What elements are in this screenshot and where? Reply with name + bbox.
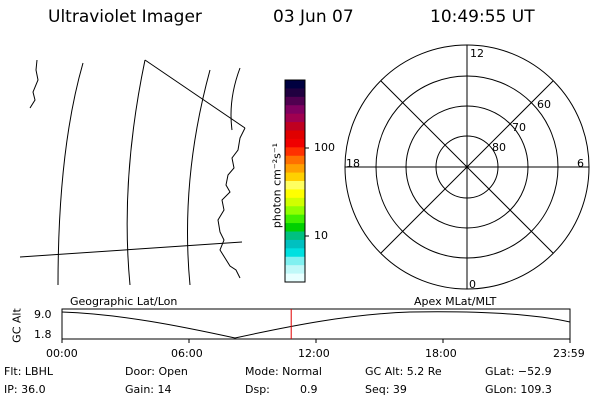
timeline-axis-label: GC Alt [10,308,24,343]
door-status: Door: Open [125,365,188,378]
timeline-plot [61,308,571,343]
time-label: 10:49:55 UT [430,7,535,27]
coastline [217,127,246,279]
colorbar-unit-label: photon cm⁻²s⁻¹ [270,142,284,229]
grid-arc [187,69,211,286]
gc-alt-status: GC Alt: 5.2 Re [365,365,442,378]
glat-status: GLat: −52.9 [485,365,552,378]
date-label: 03 Jun 07 [273,7,354,27]
grid-arc [126,59,146,286]
grid-line [144,59,246,129]
lat-label-60: 60 [537,98,551,111]
colorbar-swatch [285,172,305,182]
mlt-label-6: 6 [577,157,584,170]
colorbar-swatch [285,273,305,283]
colorbar-tick-label: 10 [314,229,328,242]
mode-status: Mode: Normal [245,365,322,378]
geographic-map [19,59,246,286]
ip-status: IP: 36.0 [4,383,46,396]
timeline-left-caption: Geographic Lat/Lon [70,295,178,308]
colorbar-swatch [285,147,305,157]
timeline-right-caption: Apex MLat/MLT [414,295,497,308]
dsp-value: 0.9 [300,383,318,396]
colorbar [285,80,305,283]
instrument-title: Ultraviolet Imager [48,7,202,27]
coastline [29,59,39,109]
colorbar-swatch [285,138,305,148]
colorbar-swatch [285,223,305,232]
colorbar-swatch [285,181,305,190]
colorbar-swatch [285,113,305,123]
colorbar-swatch [285,189,305,199]
grid-arc [230,67,241,131]
timeline-x-tick-label: 00:00 [46,347,78,360]
grid-arc [57,62,84,286]
colorbar-swatch [285,248,305,258]
grid-line [19,241,243,258]
colorbar-tick-label: 100 [314,141,335,154]
colorbar-swatch [285,214,305,224]
colorbar-swatch [285,155,305,165]
timeline-y-tick: 9.0 [34,308,52,321]
colorbar-swatch [285,96,305,106]
seq-status: Seq: 39 [365,383,407,396]
gain-status: Gain: 14 [125,383,172,396]
timeline-x-tick-label: 12:00 [298,347,330,360]
dsp-label: Dsp: [245,383,270,396]
timeline-x-tick-label: 18:00 [425,347,457,360]
mlt-label-12: 12 [470,47,484,60]
mlt-label-18: 18 [346,157,360,170]
timeline-x-tick-label: 06:00 [171,347,203,360]
colorbar-swatch [285,265,305,275]
filter-status: Flt: LBHL [4,365,53,378]
polar-spoke [380,80,554,254]
colorbar-frame [284,79,306,283]
glon-status: GLon: 109.3 [485,383,552,396]
colorbar-swatch [285,197,305,207]
colorbar-swatch [285,164,305,174]
lat-label-70: 70 [512,121,526,134]
colorbar-swatch [285,88,305,98]
lat-label-80: 80 [492,141,506,154]
colorbar-swatch [285,206,305,216]
timeline-y-tick: 1.8 [34,328,52,341]
colorbar-swatch [285,80,305,89]
colorbar-swatch [285,231,305,241]
polar-plot [344,44,590,290]
colorbar-swatch [285,105,305,115]
colorbar-swatch [285,122,305,131]
timeline-x-tick-label: 23:59 [553,347,585,360]
colorbar-swatch [285,256,305,266]
mlt-label-0: 0 [469,278,476,291]
altitude-curve [61,311,571,339]
colorbar-swatch [285,239,305,249]
colorbar-swatch [285,130,305,140]
